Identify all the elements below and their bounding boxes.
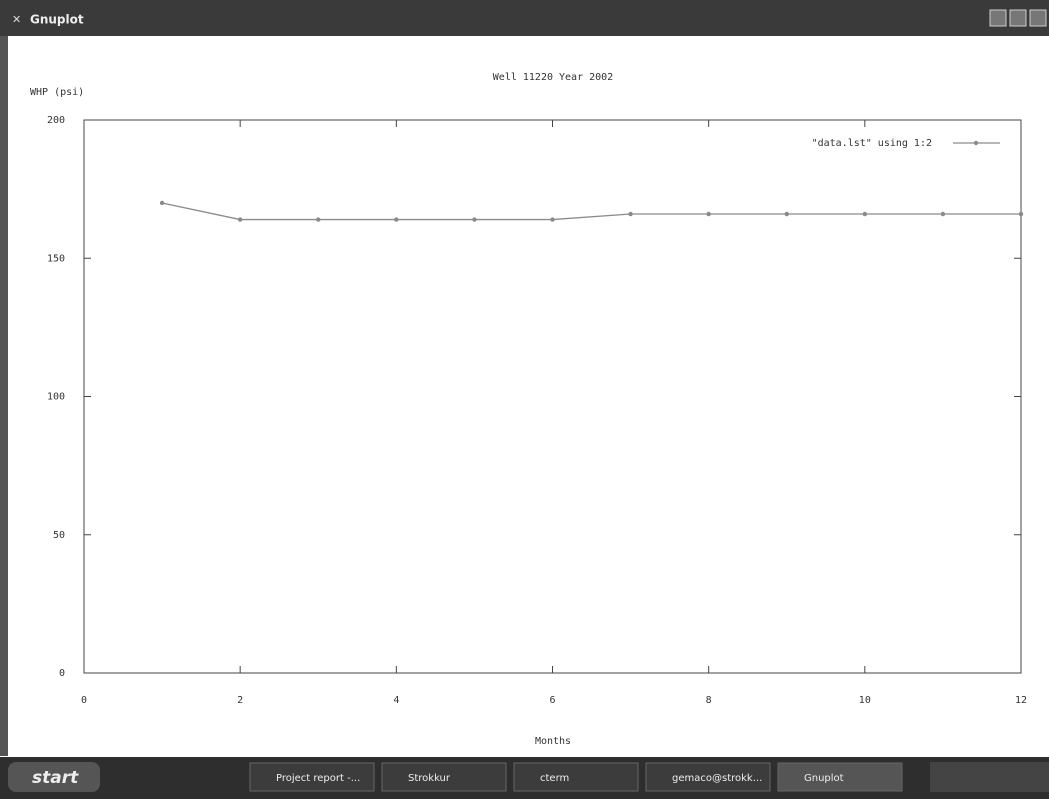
window-icon: ✕	[12, 13, 21, 26]
maximize-button[interactable]	[1009, 9, 1027, 27]
window-title: Gnuplot	[30, 13, 84, 27]
legend-label: "data.lst" using 1:2	[812, 138, 932, 149]
chart-title: Well 11220 Year 2002	[493, 72, 613, 83]
y-tick-label: 50	[53, 530, 65, 541]
data-point	[237, 217, 243, 222]
title-bar	[0, 0, 1049, 36]
x-tick-label: 0	[81, 695, 87, 706]
task-label: Strokkur	[408, 773, 451, 784]
start-label: start	[32, 768, 79, 788]
task-button[interactable]	[645, 762, 771, 792]
plot: 0 50 100 150 200 0 2 4 6 8 10 12 "data.lst" using 1:…	[47, 115, 1027, 706]
data-point	[316, 217, 321, 222]
close-button[interactable]	[1029, 9, 1047, 27]
x-tick-label: 6	[549, 695, 555, 706]
minimize-button[interactable]	[989, 9, 1007, 27]
window-border	[0, 36, 8, 756]
x-tick-label: 2	[237, 695, 243, 706]
data-point	[1018, 211, 1024, 217]
data-point	[550, 217, 555, 222]
task-button[interactable]	[249, 762, 375, 792]
x-axis-label: Months	[535, 736, 571, 747]
y-tick-label: 0	[59, 668, 65, 679]
y-tick-label: 100	[47, 392, 65, 403]
system-tray	[930, 762, 1049, 792]
task-label: Gnuplot	[804, 773, 844, 784]
x-tick-label: 4	[393, 695, 399, 706]
series-line	[161, 202, 1021, 221]
x-tick-label: 8	[706, 695, 712, 706]
data-point	[394, 217, 399, 222]
data-point	[159, 200, 165, 206]
legend-marker	[973, 140, 979, 146]
y-tick-label: 150	[47, 253, 65, 264]
task-label: gemaco@strokk...	[672, 773, 762, 784]
y-tick-label: 200	[47, 115, 65, 126]
task-label: Project report -...	[276, 773, 360, 784]
start-button[interactable]	[8, 762, 100, 792]
data-point	[862, 211, 868, 217]
x-tick-label: 10	[859, 695, 871, 706]
data-point	[706, 211, 711, 217]
x-tick-label: 12	[1015, 695, 1027, 706]
task-label: cterm	[540, 773, 569, 784]
y-axis-label: WHP (psi)	[30, 87, 84, 98]
task-button[interactable]	[777, 762, 903, 792]
data-point	[472, 217, 477, 222]
task-button[interactable]	[381, 762, 507, 792]
data-point	[784, 211, 789, 217]
task-list: Project report -... Strokkur cterm gemaco@s…	[249, 762, 903, 792]
task-button[interactable]	[513, 762, 639, 792]
data-point	[940, 211, 946, 217]
data-point	[628, 211, 633, 217]
